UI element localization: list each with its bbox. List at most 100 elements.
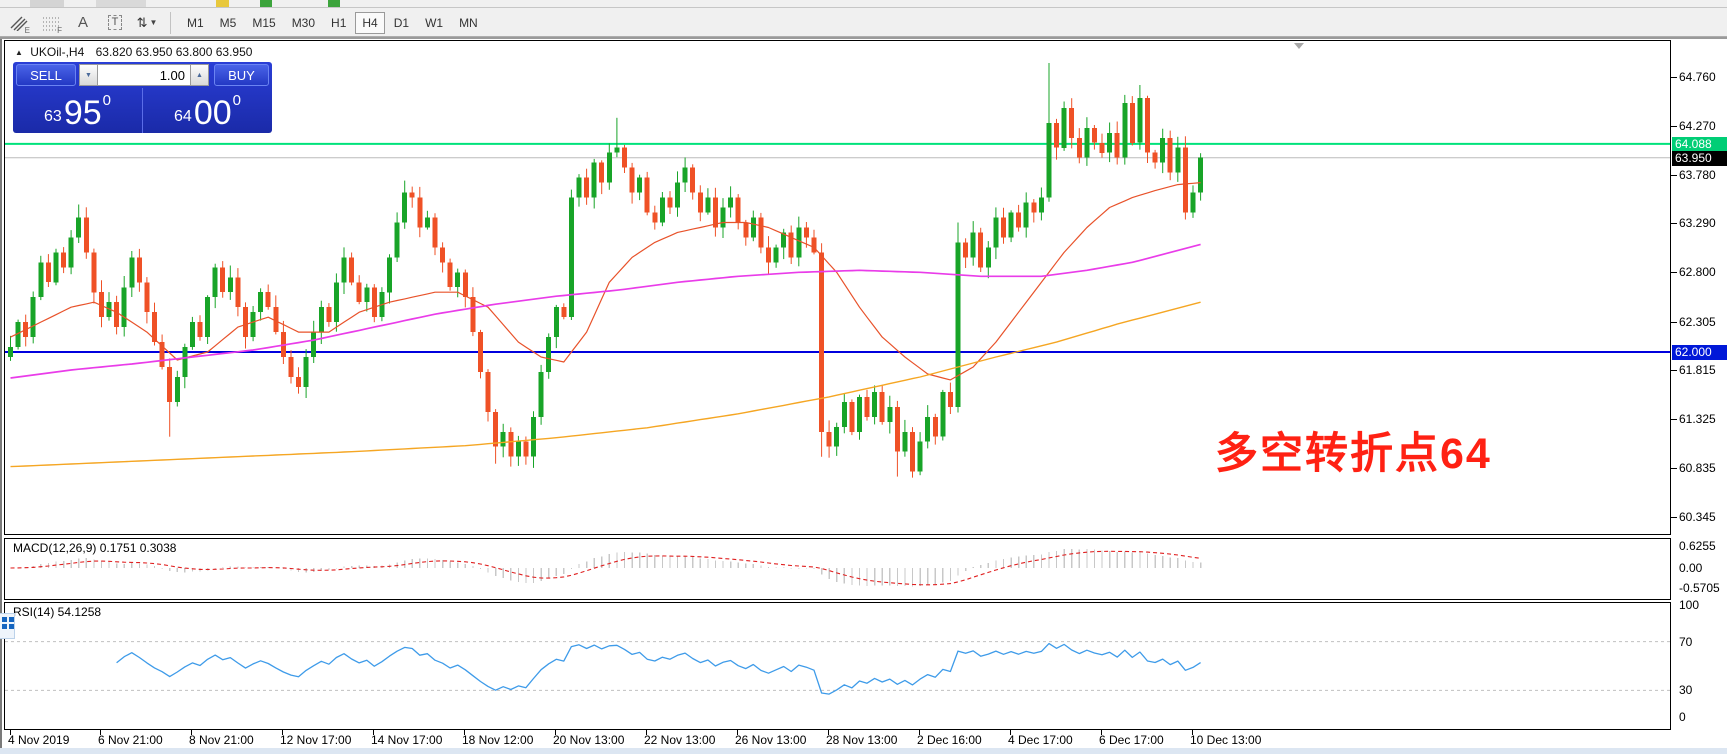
- timeframe-h4[interactable]: H4: [355, 11, 385, 34]
- volume-decrease-button[interactable]: ▼: [79, 64, 98, 86]
- price-tick-label: 61.815: [1679, 363, 1716, 377]
- chart-area: ▲ UKOil-,H4 63.820 63.950 63.800 63.950 …: [0, 39, 1727, 754]
- time-tick-label: 18 Nov 12:00: [462, 733, 534, 747]
- time-tick: [646, 730, 647, 735]
- price-tick-label: 63.290: [1679, 216, 1716, 230]
- window-left-edge: [0, 39, 2, 754]
- trade-panel-prices: 63 95 0 64 00 0: [13, 88, 272, 133]
- arrows-glyph: ⇅: [136, 14, 148, 30]
- toolbar-fragment: [30, 0, 64, 7]
- time-tick: [828, 730, 829, 735]
- chart-title: ▲ UKOil-,H4 63.820 63.950 63.800 63.950: [15, 45, 252, 59]
- main-chart-panel[interactable]: ▲ UKOil-,H4 63.820 63.950 63.800 63.950 …: [4, 40, 1671, 535]
- chevron-down-icon: ▼: [149, 18, 158, 27]
- time-tick-label: 6 Nov 21:00: [98, 733, 163, 747]
- toolbar-fragment: [96, 0, 146, 7]
- window-bottom-edge: [0, 748, 1727, 754]
- candlestick-chart[interactable]: [5, 41, 1670, 534]
- window-top-edge: [0, 37, 1727, 39]
- macd-panel[interactable]: MACD(12,26,9) 0.1751 0.3038: [4, 538, 1671, 600]
- chart-icon: [260, 0, 272, 7]
- sell-button[interactable]: SELL: [16, 64, 76, 86]
- price-tick-label: 61.325: [1679, 412, 1716, 426]
- buy-price-main: 00: [193, 94, 232, 132]
- fibonacci-grid-icon[interactable]: F: [38, 11, 64, 35]
- folder-icon: [216, 0, 229, 7]
- buy-price[interactable]: 64 00 0: [143, 88, 272, 133]
- timeframe-m30[interactable]: M30: [285, 12, 322, 34]
- time-tick-label: 2 Dec 16:00: [917, 733, 982, 747]
- time-tick-label: 22 Nov 13:00: [644, 733, 716, 747]
- macd-tick-label: 0.00: [1679, 561, 1703, 575]
- time-tick: [555, 730, 556, 735]
- timeframe-d1[interactable]: D1: [387, 12, 416, 34]
- text-glyph: A: [77, 14, 88, 31]
- price-tick: [1671, 126, 1677, 127]
- price-tick: [1671, 322, 1677, 323]
- rsi-chart[interactable]: [5, 603, 1670, 729]
- sell-price-main: 95: [63, 94, 102, 132]
- rsi-label: RSI(14) 54.1258: [13, 605, 102, 619]
- rsi-panel[interactable]: RSI(14) 54.1258: [4, 602, 1671, 730]
- volume-increase-button[interactable]: ▲: [190, 64, 209, 86]
- rsi-tick-label: 30: [1679, 683, 1693, 697]
- macd-chart[interactable]: [5, 539, 1670, 599]
- ohlc-values: 63.820 63.950 63.800 63.950: [95, 45, 253, 59]
- timeframe-m5[interactable]: M5: [213, 12, 244, 34]
- time-tick: [1010, 730, 1011, 735]
- taskbar-icon-fragment: [0, 613, 15, 639]
- macd-tick-label: 0.6255: [1679, 539, 1716, 553]
- macd-tick-label: -0.5705: [1679, 581, 1720, 595]
- price-tick: [1671, 419, 1677, 420]
- time-tick-label: 14 Nov 17:00: [371, 733, 443, 747]
- chinese-annotation-text: 多空转折点64: [1215, 430, 1492, 478]
- time-tick: [100, 730, 101, 735]
- collapse-panel-icon[interactable]: ▲: [15, 48, 23, 57]
- text-tool-icon[interactable]: A: [70, 11, 96, 35]
- price-tick: [1671, 77, 1677, 78]
- text-label-glyph: T: [107, 15, 123, 30]
- arrow-objects-icon[interactable]: ⇅ ▼: [134, 11, 160, 35]
- rsi-tick-label: 0: [1679, 710, 1686, 724]
- buy-button[interactable]: BUY: [214, 64, 269, 86]
- price-tick-label: 60.835: [1679, 461, 1716, 475]
- macd-label: MACD(12,26,9) 0.1751 0.3038: [13, 541, 177, 555]
- volume-stepper: ▼ ▲: [79, 64, 209, 86]
- channel-glyph: [10, 16, 28, 31]
- price-level-label: 62.000: [1672, 345, 1727, 360]
- time-tick-label: 4 Nov 2019: [8, 733, 70, 747]
- time-tick: [919, 730, 920, 735]
- sell-price[interactable]: 63 95 0: [13, 88, 142, 133]
- timeframe-w1[interactable]: W1: [418, 12, 450, 34]
- time-tick-label: 4 Dec 17:00: [1008, 733, 1073, 747]
- price-level-label: 63.950: [1672, 151, 1727, 166]
- text-label-tool-icon[interactable]: T: [102, 11, 128, 35]
- tool-sublabel: F: [57, 25, 62, 35]
- equidistant-channel-icon[interactable]: E: [6, 11, 32, 35]
- time-tick-label: 8 Nov 21:00: [189, 733, 254, 747]
- price-tick: [1671, 272, 1677, 273]
- trade-panel-row: SELL ▼ ▲ BUY: [13, 62, 272, 88]
- rsi-tick-label: 70: [1679, 635, 1693, 649]
- chart-shift-marker[interactable]: [1294, 43, 1304, 49]
- toolbar: E F A T ⇅ ▼ M1 M5 M15 M30 H1 H4 D1: [0, 9, 1727, 37]
- timeframe-m1[interactable]: M1: [180, 12, 211, 34]
- time-tick: [191, 730, 192, 735]
- toolbar-separator: [170, 11, 171, 34]
- timeframe-m15[interactable]: M15: [245, 12, 282, 34]
- timeframe-mn[interactable]: MN: [452, 12, 485, 34]
- time-tick: [282, 730, 283, 735]
- one-click-trading-panel: SELL ▼ ▲ BUY 63 95 0: [13, 62, 272, 133]
- time-tick: [1192, 730, 1193, 735]
- time-tick: [373, 730, 374, 735]
- price-tick-label: 62.305: [1679, 315, 1716, 329]
- price-tick: [1671, 468, 1677, 469]
- time-tick: [10, 730, 11, 735]
- price-tick: [1671, 370, 1677, 371]
- time-tick-label: 26 Nov 13:00: [735, 733, 807, 747]
- buy-price-prefix: 64: [174, 108, 192, 125]
- time-tick-label: 10 Dec 13:00: [1190, 733, 1262, 747]
- time-tick-label: 6 Dec 17:00: [1099, 733, 1164, 747]
- volume-input[interactable]: [98, 64, 190, 86]
- timeframe-h1[interactable]: H1: [324, 12, 353, 34]
